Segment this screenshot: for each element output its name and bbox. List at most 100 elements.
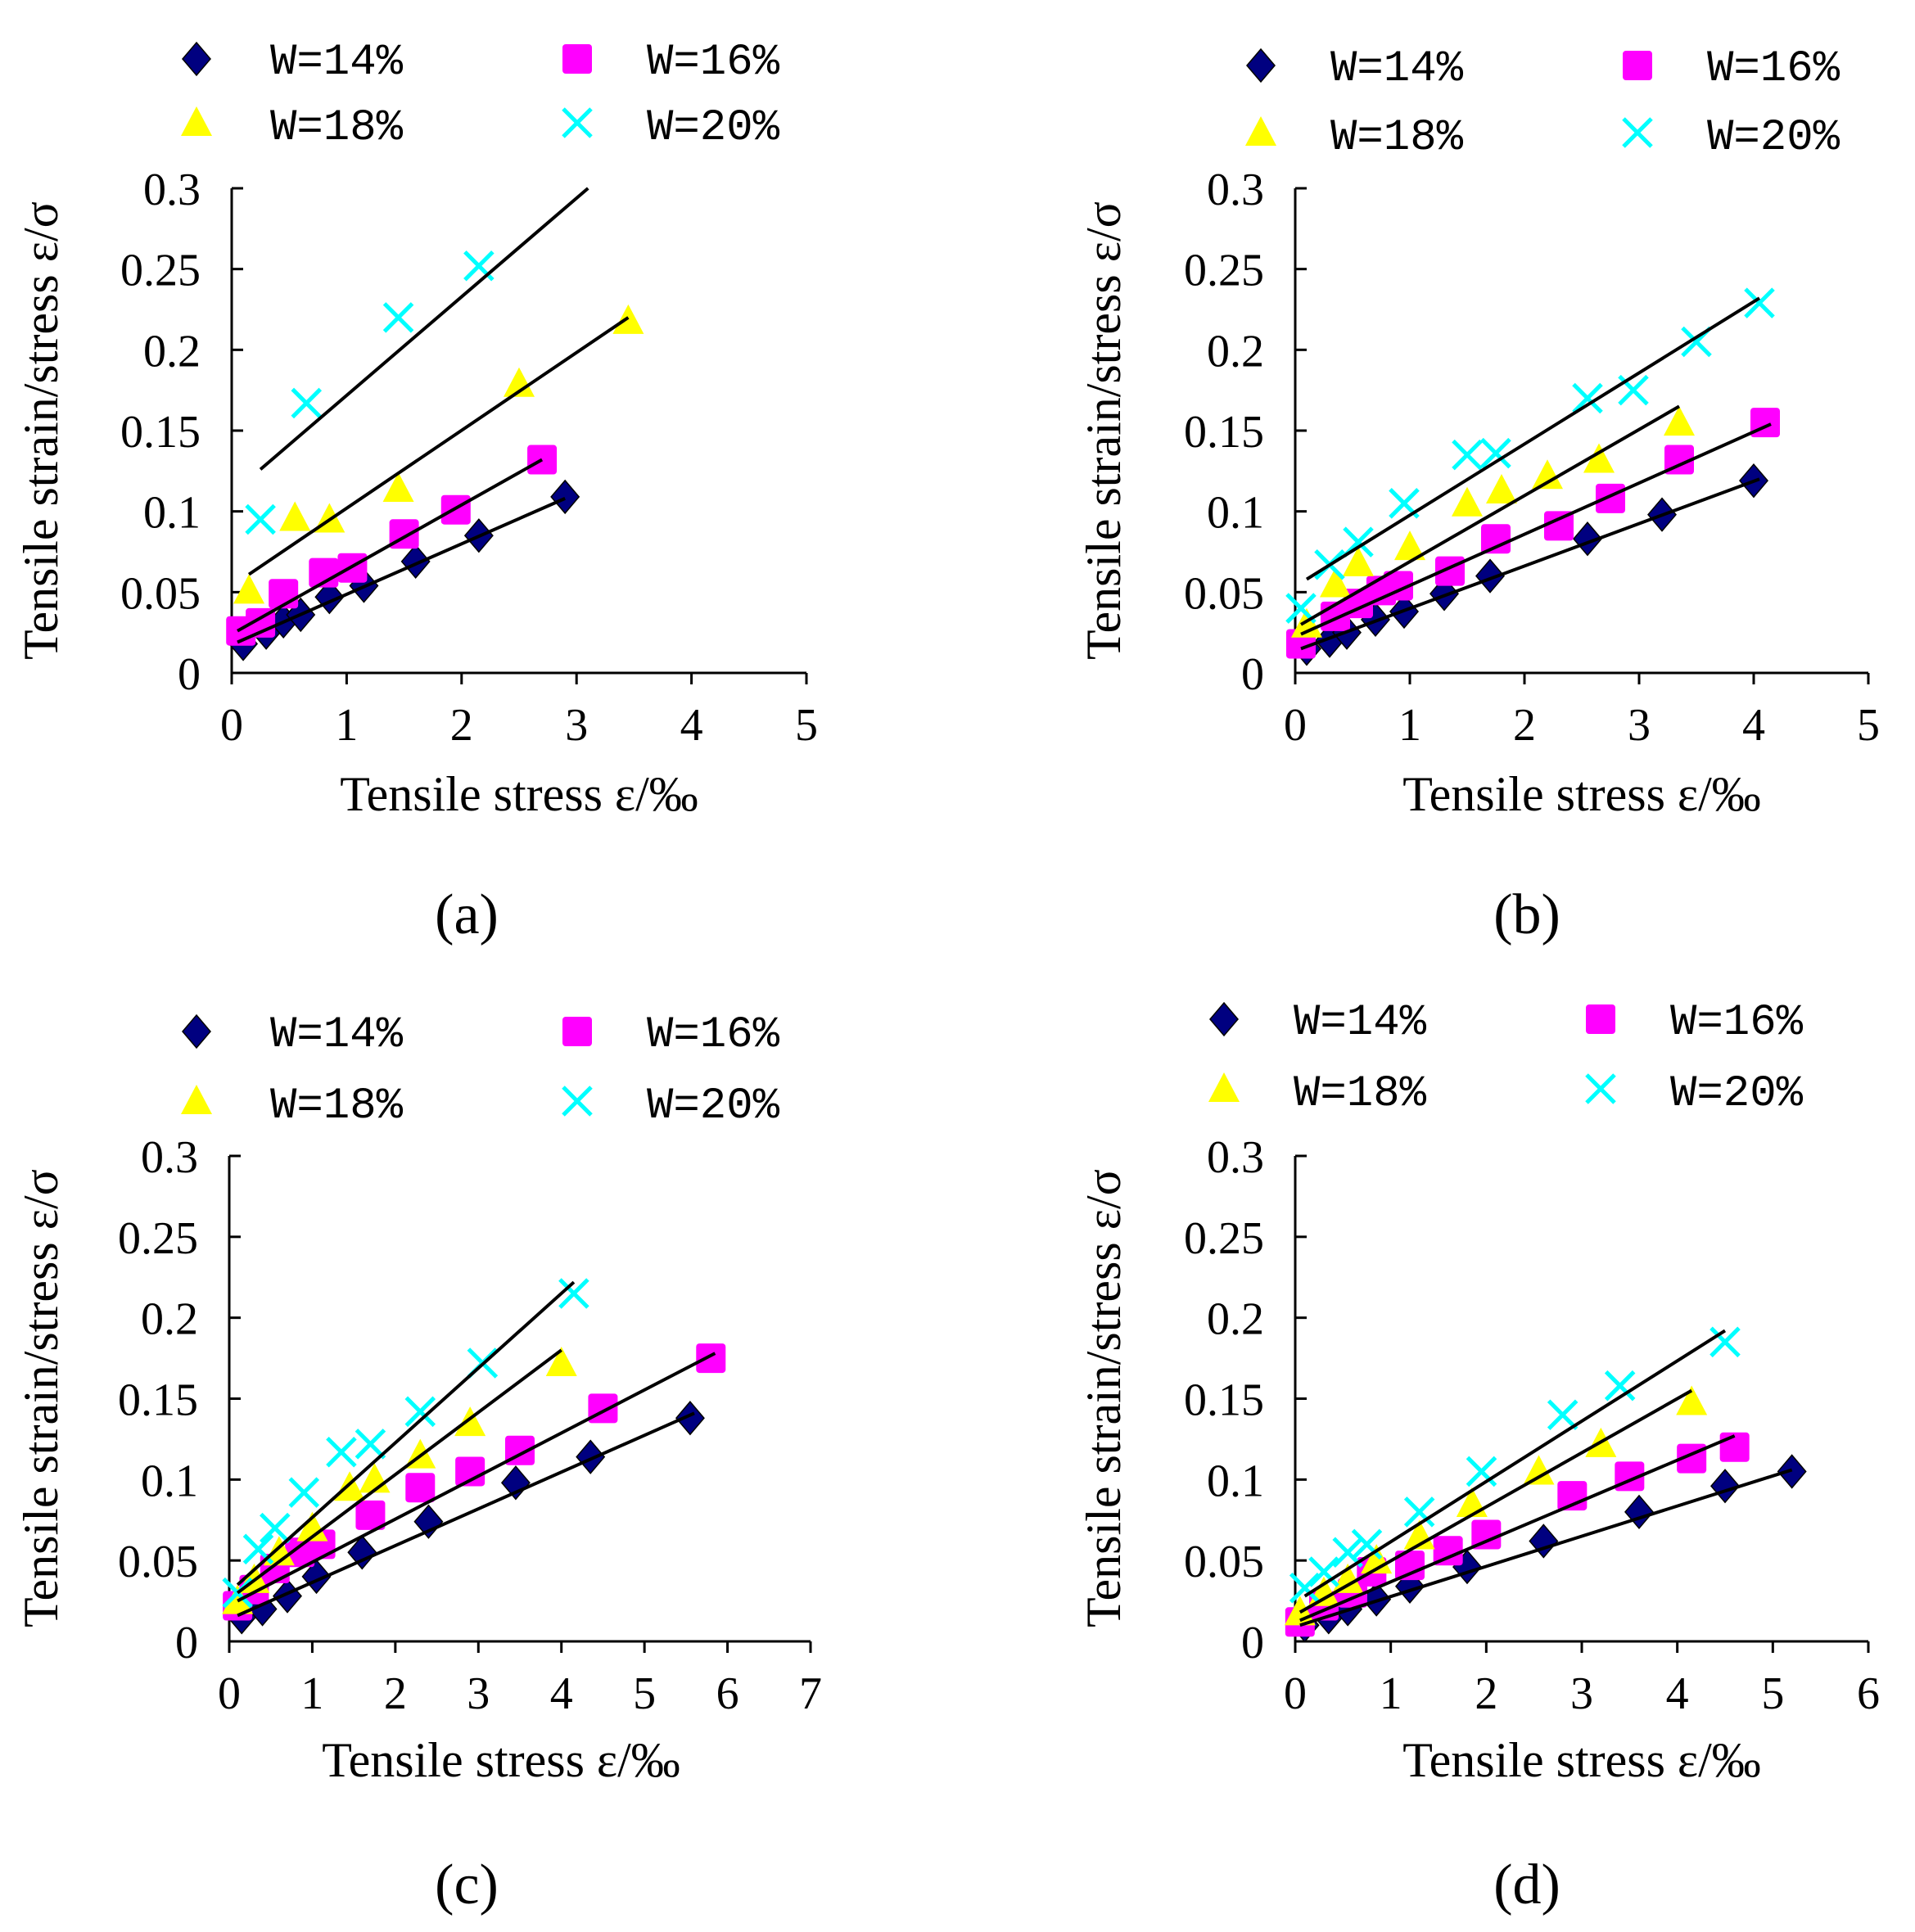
panel-d-caption: (d): [1493, 1853, 1560, 1916]
legend-marker-x: [562, 107, 593, 138]
panel-c-fit-line-w18: [236, 1348, 562, 1595]
legend-marker-diamond: [182, 41, 211, 77]
panel-b-fit-line-w18: [1300, 404, 1680, 626]
legend-marker-triangle: [1245, 116, 1276, 146]
panel-a-y-tick-label: 0.05: [120, 568, 201, 619]
panel-b-fit-line-w20: [1305, 296, 1761, 581]
panel-d-x-axis-title: Tensile stress ε/‰: [1402, 1733, 1761, 1787]
panel-c-x-tick-label: 2: [384, 1668, 407, 1719]
panel-b-fit-line-w16: [1300, 422, 1772, 636]
legend-marker-diamond: [1246, 47, 1276, 84]
panel-d-point-w16: [1433, 1536, 1463, 1566]
panel-b-point-w20: [1744, 287, 1775, 318]
legend-label-w16: W=16%: [647, 1010, 780, 1060]
legend-marker-x-shape: [562, 1086, 593, 1117]
legend-marker-square: [1623, 51, 1652, 80]
panel-d-y-tick-label: 0.3: [1207, 1132, 1264, 1183]
legend-marker-diamond: [1209, 1001, 1239, 1037]
panel-b-y-tick-label: 0.2: [1207, 326, 1264, 377]
panel-a-fit-line-w20: [259, 187, 589, 471]
legend-item-w16: W=16%: [1623, 44, 1840, 94]
panel-c-point-w16: [588, 1393, 618, 1424]
panel-a-point-w14: [400, 544, 431, 579]
legend-label-w16: W=16%: [647, 38, 780, 88]
panel-c-x-tick-label: 5: [633, 1668, 656, 1719]
panel-a-point-w14: [550, 479, 580, 515]
panel-b-point-w20: [1480, 437, 1511, 469]
panel-b-point-w18: [1664, 406, 1695, 436]
legend-label-w16: W=16%: [1707, 44, 1840, 94]
panel-a-point-w18: [504, 367, 535, 397]
legend-marker-x: [562, 1086, 593, 1117]
panel-a-x-tick-label: 0: [220, 700, 243, 751]
legend-item-w18: W=18%: [181, 103, 404, 153]
panel-b-x-tick-label: 0: [1284, 700, 1307, 751]
panel-d-y-tick-label: 0.05: [1184, 1537, 1264, 1587]
panel-d-y-tick-label: 0: [1241, 1618, 1264, 1668]
panel-d-x-tick-label: 6: [1857, 1668, 1880, 1719]
panel-d-point-w20: [1403, 1496, 1435, 1528]
panel-b-y-tick-label: 0.1: [1207, 488, 1264, 539]
panel-d-fit-line-w18: [1298, 1388, 1693, 1614]
legend-marker-square-shape: [1586, 1004, 1615, 1034]
panel-d-fit-line-w20: [1303, 1329, 1727, 1598]
panel-c-point-w14: [413, 1504, 444, 1539]
panel-b-point-w16: [1481, 524, 1511, 554]
panel-a-fit-line-w18: [247, 316, 630, 576]
legend-marker-triangle: [181, 1085, 212, 1114]
legend-item-w14: W=14%: [1209, 998, 1427, 1048]
panel-d-x-tick-label: 4: [1666, 1668, 1689, 1719]
panel-c: W=14% W=16% W=18% W=20% 0 1 2 3 4 5 6 7 0 0.05 0.1…: [14, 1010, 822, 1916]
panel-c-point-w18: [454, 1406, 486, 1437]
panel-c-y-tick-label: 0.05: [118, 1537, 198, 1587]
panel-d-point-w20: [1604, 1370, 1636, 1402]
legend-marker-square-shape: [562, 1017, 592, 1046]
legend-marker-square: [562, 44, 592, 74]
panel-d-point-w18: [1523, 1455, 1555, 1485]
panel-b-point-w20: [1618, 374, 1649, 406]
panel-a-point-w18: [279, 501, 311, 531]
panel-b-point-w16: [1596, 483, 1625, 513]
legend-label-w20: W=20%: [1707, 113, 1840, 163]
panel-b: W=14% W=16% W=18% W=20% 0 1 2 3 4 5 0 0.05 0.1 0.…: [1077, 44, 1880, 946]
panel-b-point-w18: [1452, 486, 1483, 517]
legend-label-w14: W=14%: [270, 1010, 404, 1060]
legend-marker-diamond-shape: [182, 41, 211, 77]
panel-c-point-w16: [355, 1500, 386, 1530]
legend-label-w18: W=18%: [1330, 113, 1464, 163]
panel-c-x-tick-label: 4: [550, 1668, 573, 1719]
panel-d-point-w20: [1289, 1573, 1321, 1604]
panel-a-fit-line-w14: [237, 497, 566, 644]
panel-c-point-w18: [545, 1347, 577, 1377]
panel-c-y-tick-label: 0.3: [141, 1132, 198, 1183]
panel-c-y-tick-label: 0.1: [141, 1456, 198, 1506]
panel-d-x-tick-label: 2: [1475, 1668, 1497, 1719]
legend-label-w20: W=20%: [647, 103, 780, 153]
panel-b-caption: (b): [1493, 883, 1560, 946]
panel-d-x-tick-label: 0: [1284, 1668, 1307, 1719]
legend-marker-triangle-shape: [1245, 116, 1276, 146]
panel-c-point-w18: [296, 1511, 328, 1542]
legend-item-w18: W=18%: [1245, 113, 1464, 163]
panel-b-x-tick-label: 1: [1398, 700, 1421, 751]
panel-a-y-tick-label: 0.15: [120, 407, 201, 458]
panel-b-plot: 0 1 2 3 4 5 0 0.05 0.1 0.15 0.2 0.25 0.3: [1184, 165, 1880, 751]
panel-c-point-w14: [576, 1439, 606, 1474]
panel-a-y-tick-label: 0: [178, 649, 201, 700]
panel-c-y-axis-title: Tensile strain/stress ε/σ: [14, 1169, 68, 1627]
panel-a-x-tick-label: 5: [795, 700, 818, 751]
panel-c-x-axis-title: Tensile stress ε/‰: [322, 1733, 680, 1787]
panel-b-y-tick-label: 0.15: [1184, 407, 1264, 458]
legend-marker-square: [1586, 1004, 1615, 1034]
panel-b-point-w20: [1452, 439, 1483, 471]
panel-c-x-tick-label: 3: [467, 1668, 490, 1719]
legend-marker-x-shape: [1622, 117, 1653, 148]
panel-a-point-w18: [382, 472, 414, 503]
panel-d-point-w20: [1547, 1399, 1579, 1431]
panel-c-point-w14: [675, 1401, 705, 1436]
legend-label-w18: W=18%: [270, 103, 404, 153]
legend-label-w14: W=14%: [1294, 998, 1427, 1048]
panel-a-y-axis-title: Tensile strain/stress ε/σ: [14, 201, 68, 660]
panel-d-point-w20: [1308, 1556, 1339, 1587]
panel-c-fit-line-w16: [237, 1352, 716, 1603]
